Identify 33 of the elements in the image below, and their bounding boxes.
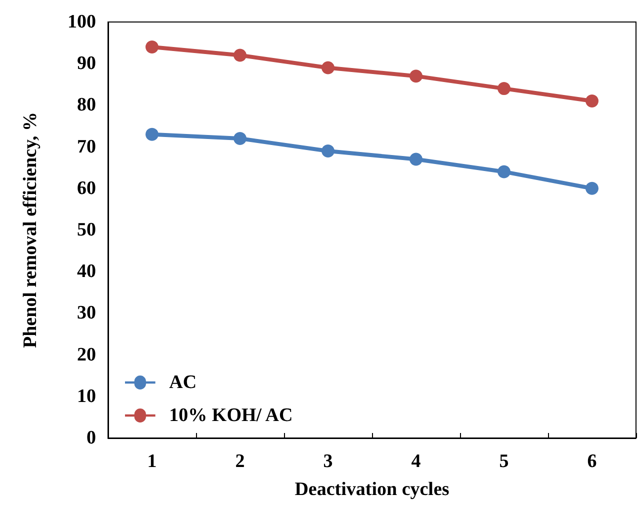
point — [146, 128, 158, 141]
x-tick-label: 3 — [323, 451, 333, 472]
point — [234, 48, 246, 62]
point — [498, 82, 510, 96]
legend-label: AC — [169, 372, 197, 393]
y-tick-label: 90 — [77, 53, 96, 74]
y-axis-title: Phenol removal efficiency, % — [20, 112, 41, 348]
point — [498, 165, 510, 178]
x-tick-label: 5 — [499, 451, 509, 472]
point — [586, 94, 598, 108]
point — [322, 61, 334, 74]
point — [410, 70, 422, 83]
y-tick-label: 30 — [77, 302, 96, 324]
y-tick-label: 20 — [77, 344, 96, 366]
y-tick-label: 60 — [77, 178, 96, 199]
point — [322, 144, 334, 158]
y-tick-label: 80 — [77, 94, 96, 116]
y-tick-label: 50 — [77, 220, 96, 240]
point — [410, 152, 422, 166]
point — [234, 132, 246, 145]
x-tick-label: 1 — [147, 451, 157, 472]
y-tick-label: 0 — [86, 428, 96, 448]
x-tick-label: 6 — [587, 451, 597, 472]
point — [146, 40, 158, 54]
x-axis-title: Deactivation cycles — [294, 479, 450, 500]
x-tick-label: 2 — [235, 451, 245, 472]
x-tick-label: 4 — [411, 451, 422, 472]
y-tick-label: 10 — [77, 386, 96, 407]
y-tick-label: 70 — [77, 136, 96, 158]
point — [586, 182, 598, 195]
legend-label: 10% KOH/ AC — [169, 405, 293, 426]
y-tick-label: 100 — [68, 12, 96, 32]
y-tick-label: 40 — [77, 261, 96, 282]
